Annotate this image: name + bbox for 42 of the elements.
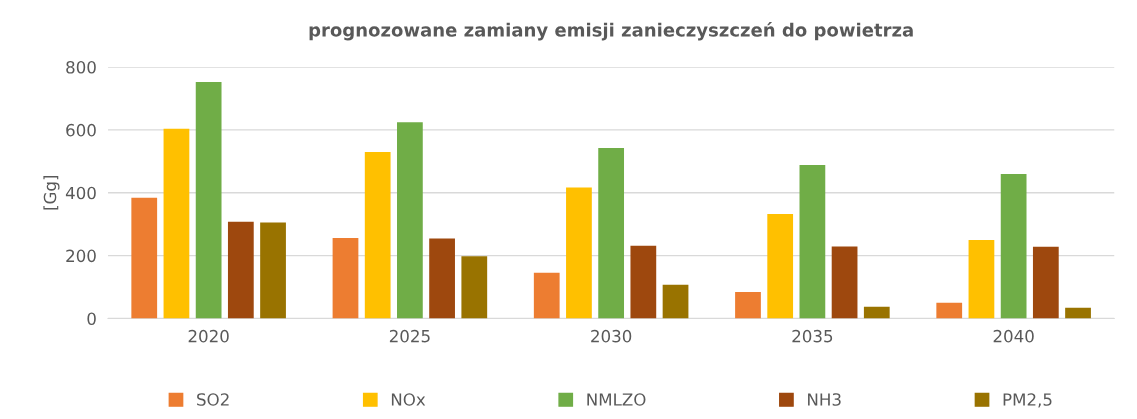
bar	[1000, 173, 1027, 319]
bar	[1065, 307, 1091, 319]
legend-label: NOx	[391, 393, 426, 406]
bar	[863, 306, 890, 319]
bar	[831, 246, 858, 319]
bar	[1032, 246, 1059, 319]
bar	[533, 272, 560, 319]
bar	[968, 239, 995, 319]
x-tick-label: 2020	[188, 329, 229, 343]
bar	[131, 197, 158, 319]
bar	[163, 128, 190, 319]
legend-label: PM2,5	[1003, 393, 1052, 408]
y-tick-label: 600	[66, 123, 96, 137]
legend-label: SO2	[197, 393, 229, 406]
bar	[260, 222, 286, 319]
x-tick-label: 2030	[591, 329, 632, 343]
x-tick-label: 2035	[792, 329, 833, 343]
bar	[662, 284, 689, 319]
x-tick-label: 2025	[389, 329, 430, 343]
bar	[332, 237, 359, 319]
bar	[735, 292, 761, 319]
bar	[429, 238, 455, 319]
bar	[799, 165, 826, 319]
bar	[936, 302, 963, 319]
chart-title: prognozowane zamiany emisji zanieczyszczeń do powietrza	[309, 22, 913, 41]
x-tick-label: 2040	[993, 329, 1034, 343]
bar	[195, 82, 222, 319]
bar	[364, 151, 391, 319]
bar	[397, 122, 423, 319]
y-tick-label: 200	[66, 249, 96, 263]
bar	[461, 256, 488, 319]
bar	[630, 245, 657, 319]
bar	[566, 187, 592, 319]
bar	[227, 221, 254, 319]
y-axis-title: [Gg]	[43, 175, 60, 210]
legend-label: NMLZO	[587, 393, 646, 406]
bar	[767, 214, 794, 319]
y-tick-label: 800	[66, 61, 96, 74]
bar	[598, 148, 625, 319]
legend-label: NH3	[808, 393, 841, 406]
y-tick-label: 0	[87, 312, 96, 326]
y-tick-label: 400	[65, 186, 96, 200]
